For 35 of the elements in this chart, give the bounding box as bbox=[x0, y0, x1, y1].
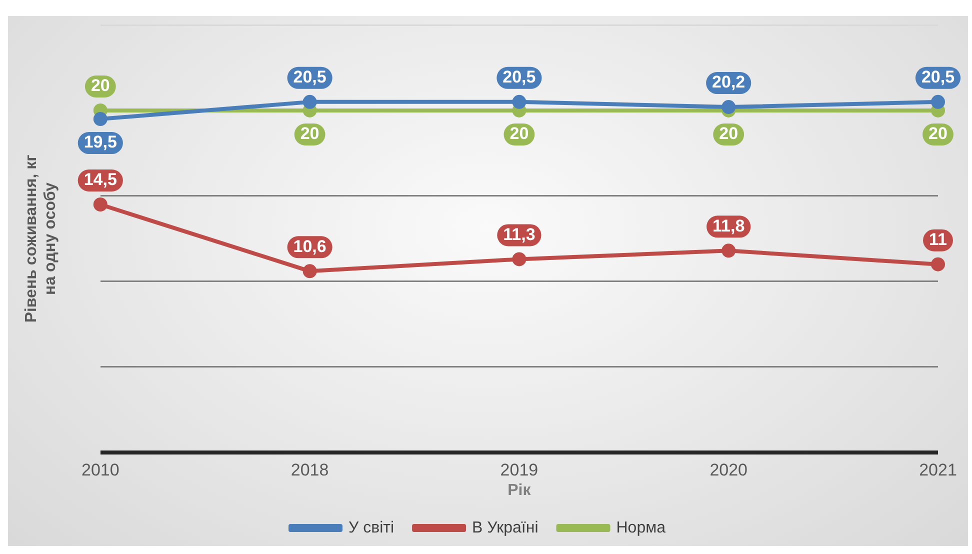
point bbox=[931, 257, 945, 272]
y-axis-title: Рівень соживання, кг на одну особу bbox=[23, 154, 60, 323]
x-tick-label: 2019 bbox=[500, 460, 538, 480]
data-label: 11,3 bbox=[503, 224, 536, 244]
x-tick-label: 2018 bbox=[290, 460, 329, 480]
point bbox=[722, 244, 736, 258]
data-label: 20 bbox=[300, 124, 320, 144]
x-tick-label: 2020 bbox=[710, 460, 748, 480]
data-label: 20,5 bbox=[502, 68, 536, 87]
point bbox=[512, 94, 526, 109]
data-label: 20 bbox=[510, 124, 529, 144]
legend-label: У світі bbox=[348, 519, 394, 536]
data-label: 11,8 bbox=[712, 216, 745, 236]
point bbox=[93, 112, 108, 126]
data-label: 19,5 bbox=[84, 132, 117, 152]
data-label: 11 bbox=[929, 230, 947, 250]
point bbox=[512, 252, 526, 266]
data-label: 20 bbox=[90, 76, 110, 96]
legend-label: В Україні bbox=[472, 519, 538, 536]
x-tick-label: 2010 bbox=[81, 460, 120, 480]
x-tick-label: 2021 bbox=[919, 460, 957, 480]
point bbox=[93, 198, 108, 212]
data-label: 14,5 bbox=[84, 170, 117, 190]
data-label: 10,6 bbox=[293, 236, 326, 256]
point bbox=[302, 94, 317, 109]
point bbox=[931, 94, 945, 109]
data-label: 20,2 bbox=[712, 72, 746, 92]
data-label: 20,5 bbox=[921, 68, 955, 87]
point bbox=[302, 264, 317, 278]
data-label: 20 bbox=[928, 124, 948, 144]
legend-label: Норма bbox=[616, 519, 666, 536]
data-label: 20 bbox=[719, 124, 738, 144]
x-axis-title: Рік bbox=[508, 482, 532, 499]
point bbox=[722, 100, 736, 114]
data-label: 20,5 bbox=[293, 68, 326, 87]
